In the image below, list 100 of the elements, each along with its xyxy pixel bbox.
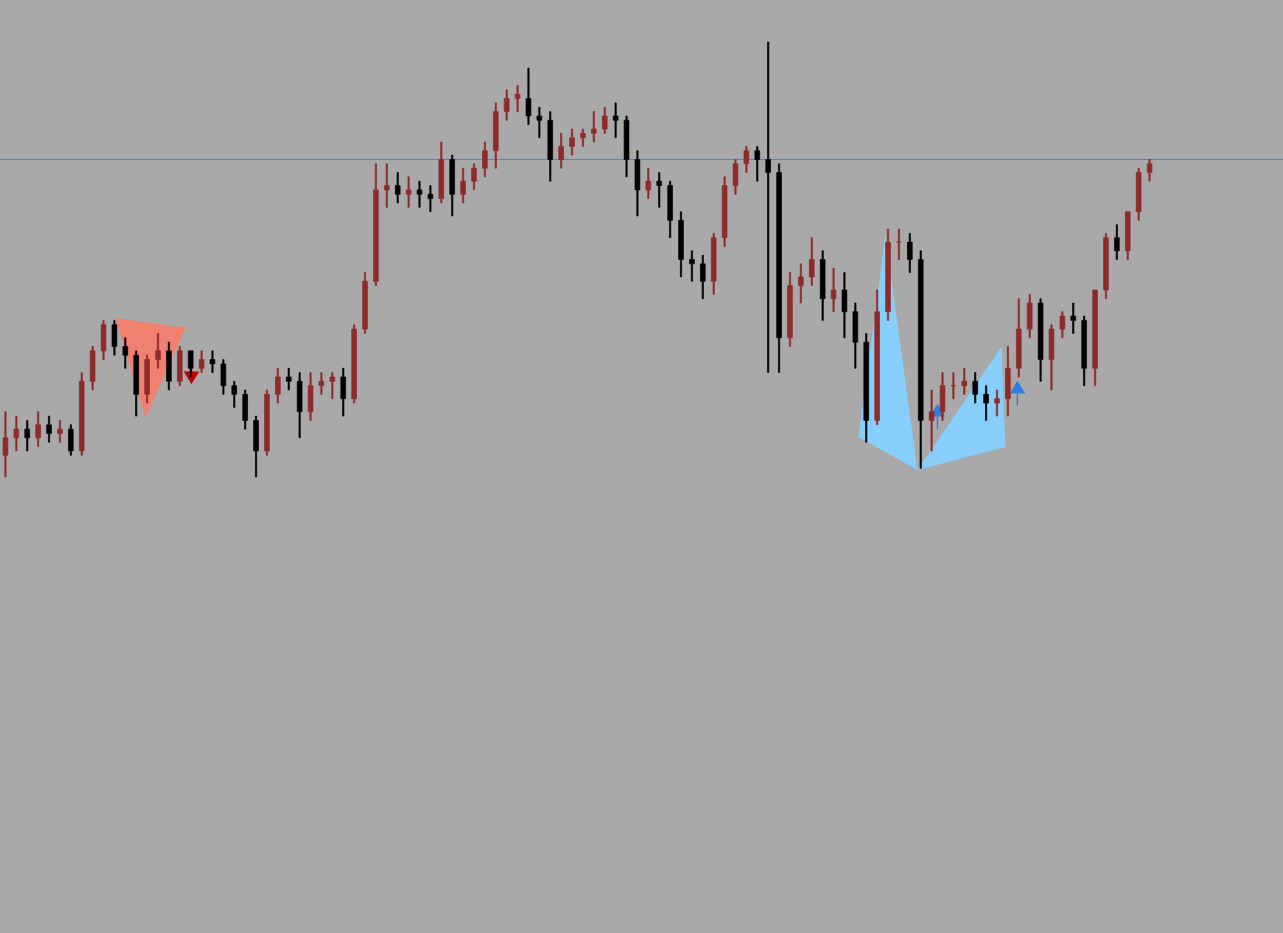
candlestick [264, 389, 270, 456]
candlestick [547, 111, 554, 182]
candlestick [89, 346, 96, 391]
candlestick [634, 150, 641, 217]
candlestick [46, 415, 52, 443]
candlestick [13, 415, 20, 452]
candlestick [645, 167, 652, 199]
candlestick [471, 163, 477, 191]
candlestick [591, 111, 597, 143]
candlestick [710, 233, 717, 295]
candlestick [841, 272, 848, 339]
candlestick [57, 420, 63, 443]
candlestick [394, 172, 401, 204]
candlestick [623, 115, 630, 178]
candlestick [482, 141, 488, 178]
candlestick [187, 350, 194, 378]
candlestick [580, 128, 586, 147]
candlestick [765, 41, 771, 373]
candlestick [1114, 224, 1120, 260]
candlestick [1081, 315, 1087, 386]
candlestick [373, 163, 379, 286]
candlestick [907, 233, 913, 273]
candlestick [231, 380, 238, 408]
candlestick [405, 176, 412, 208]
candlestick [275, 367, 281, 404]
candlestick [830, 267, 837, 313]
candlestick [1135, 167, 1142, 221]
candlestick [351, 324, 357, 404]
candlestick [427, 185, 434, 212]
candlestick [917, 250, 924, 469]
candlestick [1103, 233, 1109, 299]
candlestick [111, 320, 118, 356]
candlestick [961, 367, 968, 395]
candlestick [1026, 293, 1033, 339]
candlestick [296, 372, 303, 439]
candlestick [678, 211, 684, 278]
candlestick [416, 180, 423, 208]
candlestick [1048, 324, 1055, 391]
candlestick [656, 172, 662, 208]
candlestick [776, 163, 782, 373]
candlestick [307, 372, 314, 421]
candlestick [209, 350, 216, 373]
candlestick [536, 106, 543, 139]
candlestick [68, 424, 74, 456]
candlestick [514, 85, 521, 112]
candlestick [874, 289, 880, 426]
candlestick [754, 146, 761, 182]
candlestick [612, 102, 619, 139]
candlestick [318, 372, 325, 395]
candlestick [994, 389, 1000, 417]
candlestick [950, 372, 957, 400]
candlestick [1059, 311, 1066, 339]
candlestick [689, 250, 695, 282]
candlestick [100, 320, 107, 360]
candlestick [983, 385, 989, 421]
candlestick [449, 154, 455, 217]
candlestick [569, 128, 575, 156]
candlestick [362, 272, 368, 334]
candlestick [852, 302, 859, 369]
candlestick [743, 146, 750, 173]
candlestick [863, 333, 869, 443]
candlestick [329, 372, 336, 400]
candlestick [24, 420, 30, 452]
candlestick [939, 372, 946, 421]
candlestick [1092, 289, 1098, 386]
candlestick [155, 333, 161, 369]
candlestick [2, 411, 9, 478]
candlestick [558, 133, 564, 169]
candlestick [885, 228, 891, 321]
candlestick [1016, 298, 1022, 378]
candlestick [525, 67, 532, 125]
candlestick [798, 263, 804, 304]
candlestick [133, 350, 139, 417]
candlestick [928, 389, 935, 452]
candlestick [809, 237, 815, 286]
candlestick [819, 250, 826, 321]
candlestick [340, 367, 346, 417]
candlestick [78, 372, 85, 456]
candlestick [286, 367, 292, 391]
candlestick [1146, 159, 1153, 182]
candlestick [721, 176, 728, 247]
candlestick [601, 106, 608, 134]
candlestick [166, 341, 172, 391]
candlestick [1125, 211, 1131, 260]
candlestick [732, 159, 739, 195]
candlestick [787, 272, 793, 347]
candlestick [1005, 346, 1011, 417]
candlestick [242, 389, 248, 430]
candlestick [122, 337, 129, 369]
candlestick [177, 346, 183, 386]
candlestick [896, 228, 902, 260]
candlestick [700, 254, 706, 299]
candlestick [1037, 298, 1044, 382]
candlestick [144, 354, 150, 404]
candlestick [667, 180, 673, 239]
candlestick [384, 163, 390, 208]
candlestick [220, 359, 227, 395]
candlestick [972, 372, 978, 404]
candlestick [198, 350, 205, 373]
candlestick [493, 102, 499, 169]
